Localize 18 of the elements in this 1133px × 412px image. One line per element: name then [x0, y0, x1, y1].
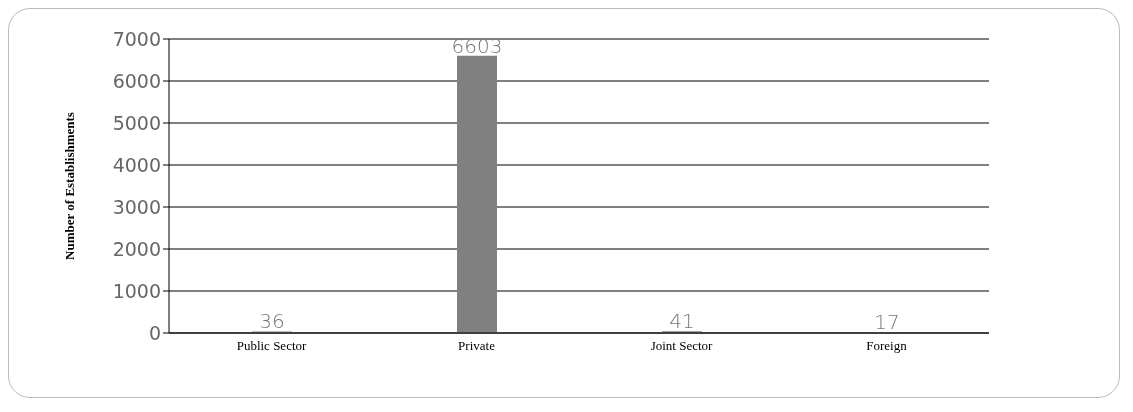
data-label: 6603 [451, 33, 503, 58]
y-tick-label: 2000 [112, 237, 161, 260]
y-tick-label: 1000 [112, 279, 161, 302]
rounded-frame: Public Sector Private Joint Sector Foreign 0 1000 2000 3000 4000 5000 6000 7000 Number of Establishments 36 6603 41 17 [8, 8, 1120, 398]
y-tick-label: 0 [148, 321, 161, 344]
x-tick-label: Private [458, 338, 496, 354]
y-tick-label: 5000 [112, 111, 161, 134]
x-tick-label: Joint Sector [650, 338, 714, 354]
y-tick-label: 6000 [112, 69, 161, 92]
y-tick-label: 3000 [112, 195, 161, 218]
x-tick-label: Foreign [866, 338, 908, 354]
x-tick-label: Public Sector [236, 338, 308, 354]
data-label: 36 [259, 309, 285, 334]
data-label: 41 [669, 309, 695, 334]
data-label: 17 [874, 310, 900, 335]
y-tick-label: 7000 [112, 27, 161, 50]
y-tick-label: 4000 [112, 153, 161, 176]
y-axis-title: Number of Establishments [61, 112, 77, 260]
